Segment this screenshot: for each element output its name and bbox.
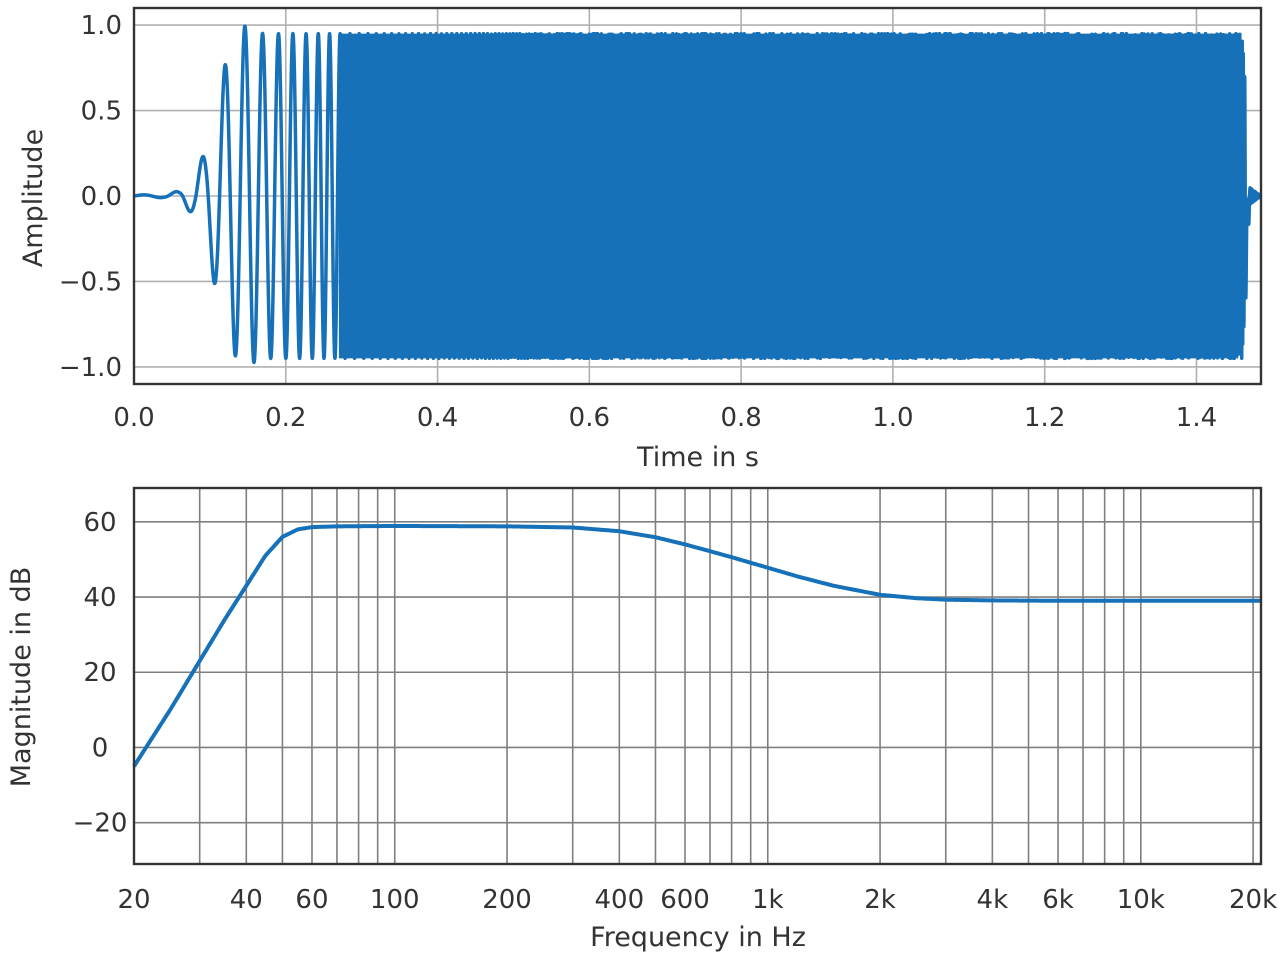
frequency-chart-grid bbox=[133, 488, 1261, 864]
time-chart-frame bbox=[132, 6, 1263, 386]
frequency-response-chart: Magnitude in dB Frequency in Hz 6040200−… bbox=[6, 486, 1277, 953]
frequency-chart-frame bbox=[132, 486, 1263, 866]
frequency-chart-x-tick-label: 400 bbox=[595, 885, 645, 915]
time-chart-y-tick-label: −0.5 bbox=[59, 267, 122, 297]
frequency-chart-x-tick-label: 10k bbox=[1117, 885, 1165, 915]
time-chart-y-tick-label: −1.0 bbox=[59, 353, 122, 383]
frequency-chart-x-tick-label: 100 bbox=[370, 885, 420, 915]
frequency-chart-x-axis-label: Frequency in Hz bbox=[590, 922, 806, 953]
time-chart-sweep-dense-area bbox=[338, 33, 1239, 359]
time-chart-x-tick-label: 0.8 bbox=[720, 403, 761, 433]
frequency-chart-magnitude-line bbox=[132, 523, 1262, 768]
time-chart-y-tick-label: 0.0 bbox=[81, 182, 122, 212]
time-chart-y-tick-label: 0.5 bbox=[81, 97, 122, 127]
frequency-chart-x-tick-label: 2k bbox=[864, 885, 896, 915]
frequency-chart-x-tick-label: 6k bbox=[1042, 885, 1074, 915]
time-chart-x-tick-label: 1.2 bbox=[1024, 403, 1065, 433]
frequency-chart-x-tick-label: 4k bbox=[977, 885, 1009, 915]
frequency-chart-x-tick-label: 20 bbox=[117, 885, 150, 915]
time-chart-y-tick-label: 1.0 bbox=[81, 11, 122, 41]
time-chart-x-tick-label: 0.2 bbox=[265, 403, 306, 433]
frequency-chart-y-tick-label: 0 bbox=[92, 733, 109, 763]
time-chart-x-tick-label: 1.0 bbox=[872, 403, 913, 433]
time-chart-y-axis-label: Amplitude bbox=[18, 129, 49, 267]
frequency-chart-x-tick-label: 20k bbox=[1229, 885, 1277, 915]
frequency-chart-y-tick-label: 60 bbox=[83, 508, 116, 538]
frequency-chart-y-tick-label: −20 bbox=[73, 809, 128, 839]
time-chart-x-tick-label: 0.0 bbox=[113, 403, 154, 433]
time-chart-x-tick-label: 0.4 bbox=[417, 403, 458, 433]
time-chart-x-tick-label: 1.4 bbox=[1176, 403, 1217, 433]
frequency-chart-x-tick-label: 40 bbox=[230, 885, 263, 915]
time-chart-x-tick-label: 0.6 bbox=[569, 403, 610, 433]
frequency-chart-y-axis-label: Magnitude in dB bbox=[6, 567, 37, 787]
frequency-chart-x-tick-label: 60 bbox=[295, 885, 328, 915]
frequency-chart-y-tick-label: 40 bbox=[83, 583, 116, 613]
frequency-chart-x-tick-label: 200 bbox=[482, 885, 532, 915]
time-domain-chart: Amplitude Time in s 0.0 0.2 0.4 0.6 0.8 1.0 1.… bbox=[18, 6, 1263, 473]
frequency-chart-y-tick-label: 20 bbox=[83, 658, 116, 688]
time-chart-x-axis-label: Time in s bbox=[636, 442, 759, 473]
frequency-chart-x-tick-label: 600 bbox=[660, 885, 710, 915]
frequency-chart-x-tick-label: 1k bbox=[752, 885, 784, 915]
